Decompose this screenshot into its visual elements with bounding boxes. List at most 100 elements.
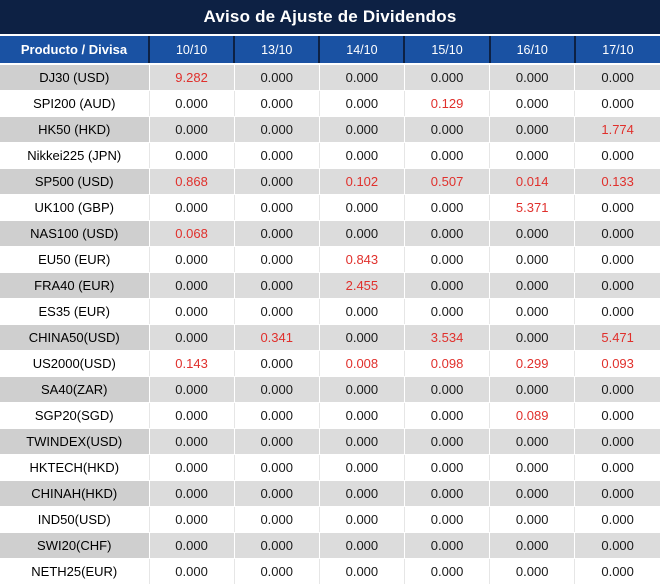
- product-cell: DJ30 (USD): [0, 63, 149, 91]
- value-cell: 0.000: [574, 558, 660, 585]
- product-cell: SGP20(SGD): [0, 402, 149, 429]
- column-header-date: 10/10: [147, 34, 235, 65]
- value-cell: 0.000: [233, 298, 320, 325]
- value-cell: 0.000: [318, 298, 405, 325]
- table-row: Nikkei225 (JPN) 0.000 0.000 0.000 0.000 0.000…: [0, 142, 660, 169]
- column-header-date: 16/10: [488, 34, 575, 65]
- value-cell: 0.000: [233, 194, 320, 221]
- value-cell: 0.000: [318, 532, 405, 559]
- value-cell: 0.000: [489, 220, 575, 247]
- value-cell: 0.000: [148, 454, 235, 481]
- value-cell: 0.843: [318, 246, 405, 273]
- value-cell: 0.000: [233, 90, 320, 117]
- value-cell: 0.000: [318, 506, 405, 533]
- value-cell: 0.000: [574, 480, 660, 507]
- value-cell: 0.014: [489, 168, 575, 195]
- value-cell: 0.000: [318, 324, 405, 351]
- value-cell: 0.000: [489, 90, 575, 117]
- table-row: SGP20(SGD) 0.000 0.000 0.000 0.000 0.089 0.000: [0, 402, 660, 429]
- value-cell: 0.000: [233, 63, 320, 91]
- value-cell: 0.000: [233, 558, 320, 585]
- value-cell: 0.000: [148, 428, 235, 455]
- value-cell: 0.000: [233, 506, 320, 533]
- value-cell: 3.534: [403, 324, 490, 351]
- table-row: US2000(USD) 0.143 0.000 0.008 0.098 0.299 0.09…: [0, 350, 660, 377]
- value-cell: 0.000: [403, 428, 490, 455]
- value-cell: 2.455: [318, 272, 405, 299]
- value-cell: 0.133: [574, 168, 660, 195]
- table-row: HK50 (HKD) 0.000 0.000 0.000 0.000 0.000 1.774: [0, 116, 660, 143]
- table-row: DJ30 (USD) 9.282 0.000 0.000 0.000 0.000 0.000: [0, 63, 660, 91]
- value-cell: 0.000: [148, 194, 235, 221]
- column-header-product: Producto / Divisa: [0, 34, 149, 65]
- value-cell: 0.000: [489, 298, 575, 325]
- value-cell: 0.000: [318, 402, 405, 429]
- value-cell: 0.000: [403, 220, 490, 247]
- table-row: FRA40 (EUR) 0.000 0.000 2.455 0.000 0.000 0.00…: [0, 272, 660, 299]
- table-body: DJ30 (USD) 9.282 0.000 0.000 0.000 0.000 0.000…: [0, 63, 660, 585]
- value-cell: 0.000: [403, 506, 490, 533]
- value-cell: 0.000: [574, 298, 660, 325]
- value-cell: 0.000: [318, 376, 405, 403]
- value-cell: 0.000: [489, 116, 575, 143]
- product-cell: TWINDEX(USD): [0, 428, 149, 455]
- header-row: Producto / Divisa 10/10 13/10 14/10 15/10 16…: [0, 34, 660, 65]
- value-cell: 0.299: [489, 350, 575, 377]
- product-cell: NETH25(EUR): [0, 558, 149, 585]
- value-cell: 0.000: [318, 194, 405, 221]
- value-cell: 0.000: [489, 532, 575, 559]
- value-cell: 0.000: [574, 246, 660, 273]
- column-header-date: 15/10: [403, 34, 490, 65]
- value-cell: 0.000: [489, 506, 575, 533]
- value-cell: 0.000: [403, 454, 490, 481]
- value-cell: 0.341: [233, 324, 320, 351]
- value-cell: 0.102: [318, 168, 405, 195]
- table-row: IND50(USD) 0.000 0.000 0.000 0.000 0.000 0.000: [0, 506, 660, 533]
- value-cell: 0.000: [489, 246, 575, 273]
- value-cell: 0.000: [318, 116, 405, 143]
- table-row: HKTECH(HKD) 0.000 0.000 0.000 0.000 0.000 0.00…: [0, 454, 660, 481]
- value-cell: 5.471: [574, 324, 660, 351]
- value-cell: 0.000: [489, 142, 575, 169]
- value-cell: 0.000: [233, 532, 320, 559]
- product-cell: UK100 (GBP): [0, 194, 149, 221]
- dividends-table: Producto / Divisa 10/10 13/10 14/10 15/10 16…: [0, 34, 660, 585]
- value-cell: 0.000: [489, 63, 575, 91]
- value-cell: 0.000: [403, 63, 490, 91]
- value-cell: 0.000: [318, 558, 405, 585]
- table-row: SA40(ZAR) 0.000 0.000 0.000 0.000 0.000 0.000: [0, 376, 660, 403]
- value-cell: 0.000: [233, 402, 320, 429]
- value-cell: 0.000: [574, 428, 660, 455]
- value-cell: 0.000: [318, 480, 405, 507]
- value-cell: 0.000: [403, 558, 490, 585]
- value-cell: 0.000: [574, 63, 660, 91]
- product-cell: CHINAH(HKD): [0, 480, 149, 507]
- table-row: SWI20(CHF) 0.000 0.000 0.000 0.000 0.000 0.000: [0, 532, 660, 559]
- table-row: SP500 (USD) 0.868 0.000 0.102 0.507 0.014 0.13…: [0, 168, 660, 195]
- product-cell: CHINA50(USD): [0, 324, 149, 351]
- value-cell: 0.000: [148, 116, 235, 143]
- value-cell: 0.000: [148, 90, 235, 117]
- value-cell: 0.000: [233, 428, 320, 455]
- product-cell: SWI20(CHF): [0, 532, 149, 559]
- value-cell: 0.000: [233, 168, 320, 195]
- product-cell: SA40(ZAR): [0, 376, 149, 403]
- value-cell: 0.000: [148, 142, 235, 169]
- product-cell: HKTECH(HKD): [0, 454, 149, 481]
- value-cell: 0.000: [233, 480, 320, 507]
- table-row: SPI200 (AUD) 0.000 0.000 0.000 0.129 0.000 0.0…: [0, 90, 660, 117]
- product-cell: Nikkei225 (JPN): [0, 142, 149, 169]
- value-cell: 0.000: [148, 376, 235, 403]
- value-cell: 0.000: [489, 558, 575, 585]
- value-cell: 0.000: [233, 142, 320, 169]
- value-cell: 0.000: [318, 90, 405, 117]
- value-cell: 0.000: [574, 402, 660, 429]
- value-cell: 0.000: [489, 376, 575, 403]
- table-row: ES35 (EUR) 0.000 0.000 0.000 0.000 0.000 0.000: [0, 298, 660, 325]
- value-cell: 0.068: [148, 220, 235, 247]
- value-cell: 0.000: [233, 350, 320, 377]
- table-row: CHINAH(HKD) 0.000 0.000 0.000 0.000 0.000 0.00…: [0, 480, 660, 507]
- value-cell: 5.371: [489, 194, 575, 221]
- column-header-date: 14/10: [318, 34, 405, 65]
- product-cell: SPI200 (AUD): [0, 90, 149, 117]
